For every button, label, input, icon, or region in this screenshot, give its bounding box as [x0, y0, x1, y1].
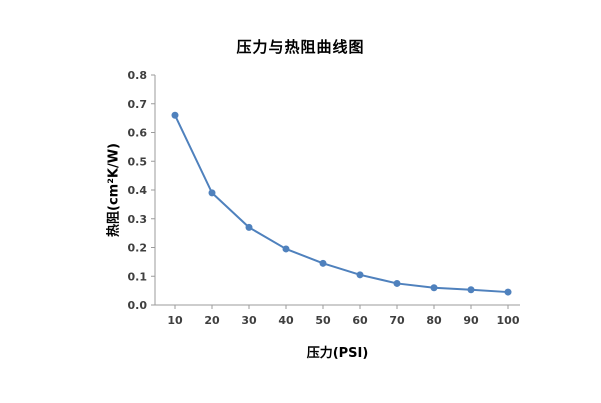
y-tick-label: 0.8: [128, 69, 148, 82]
y-tick-label: 0.5: [128, 155, 148, 168]
x-tick-label: 100: [497, 314, 520, 327]
data-point: [319, 259, 327, 267]
y-tick-label: 0.7: [128, 98, 148, 111]
data-point: [393, 279, 401, 287]
y-tick-label: 0.1: [128, 270, 148, 283]
y-tick-label: 0.0: [128, 299, 148, 312]
x-tick-label: 60: [352, 314, 368, 327]
data-line: [174, 114, 509, 294]
x-axis-label: 压力(PSI): [306, 346, 369, 361]
y-tick-label: 0.2: [128, 242, 148, 255]
y-tick-label: 0.4: [128, 184, 148, 197]
x-tick-label: 70: [389, 314, 405, 327]
data-point: [171, 111, 179, 119]
data-point: [282, 245, 290, 253]
x-tick-label: 90: [463, 314, 479, 327]
x-tick-label: 40: [278, 314, 294, 327]
chart-title: 压力与热阻曲线图: [236, 38, 365, 56]
x-tick-label: 30: [241, 314, 257, 327]
x-tick-label: 80: [426, 314, 442, 327]
x-tick-label: 10: [167, 314, 183, 327]
x-tick-label: 20: [204, 314, 220, 327]
data-point: [208, 189, 216, 197]
y-tick-label: 0.3: [128, 213, 148, 226]
x-tick-label: 50: [315, 314, 331, 327]
data-point: [504, 288, 512, 296]
data-point: [430, 284, 438, 292]
y-tick-label: 0.6: [128, 127, 148, 140]
data-point: [356, 271, 364, 279]
data-point: [467, 286, 475, 294]
data-point: [245, 223, 253, 231]
